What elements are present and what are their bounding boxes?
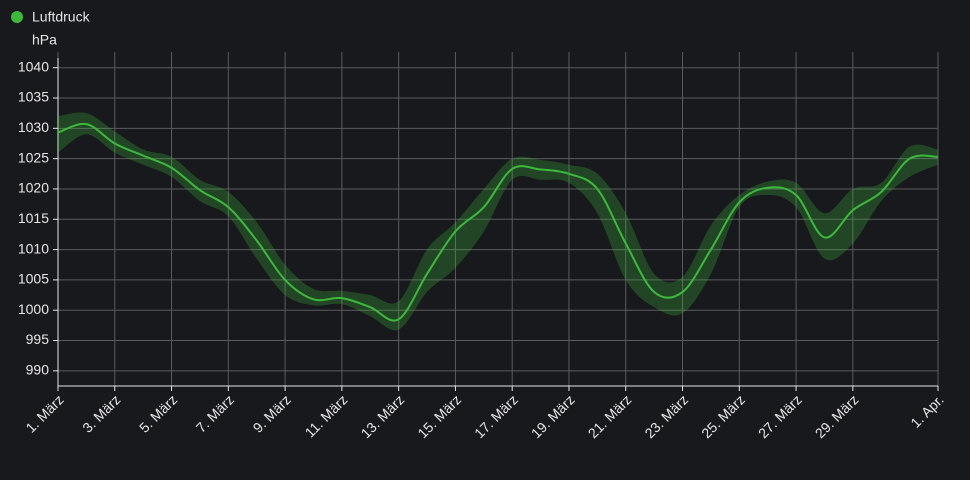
- y-axis-unit: hPa: [32, 32, 57, 48]
- y-tick-label: 995: [26, 331, 50, 347]
- y-tick-label: 1025: [18, 149, 49, 165]
- y-tick-label: 1020: [18, 180, 49, 196]
- y-tick-label: 1035: [18, 89, 49, 105]
- y-tick-label: 1030: [18, 119, 49, 135]
- data-line: [57, 122, 939, 322]
- y-tick-label: 1010: [18, 240, 49, 256]
- y-tick-label: 1000: [18, 301, 49, 317]
- y-tick-label: 1015: [18, 210, 49, 226]
- legend-marker[interactable]: [11, 11, 23, 23]
- y-tick-label: 1040: [18, 58, 49, 74]
- y-tick-label: 990: [26, 362, 50, 378]
- range-band: [58, 112, 938, 331]
- y-tick-label: 1005: [18, 271, 49, 287]
- legend-label[interactable]: Luftdruck: [32, 9, 91, 25]
